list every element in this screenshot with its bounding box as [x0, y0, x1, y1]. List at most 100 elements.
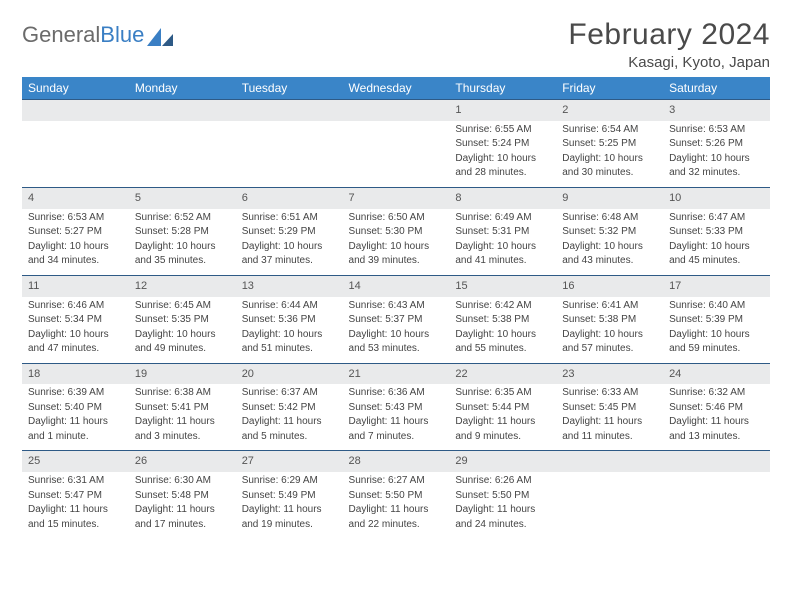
sunset-text: Sunset: 5:30 PM	[349, 225, 444, 239]
day-content-cell: Sunrise: 6:41 AMSunset: 5:38 PMDaylight:…	[556, 297, 663, 364]
day-number-cell	[343, 100, 450, 121]
day-content-cell: Sunrise: 6:43 AMSunset: 5:37 PMDaylight:…	[343, 297, 450, 364]
day-content-cell: Sunrise: 6:48 AMSunset: 5:32 PMDaylight:…	[556, 209, 663, 276]
day-number-cell: 15	[449, 275, 556, 296]
daylight-text: and 1 minute.	[28, 430, 123, 444]
day-number: 16	[562, 280, 574, 292]
day-number-cell: 18	[22, 363, 129, 384]
day-content-cell: Sunrise: 6:29 AMSunset: 5:49 PMDaylight:…	[236, 472, 343, 538]
page-header: GeneralBlue February 2024 Kasagi, Kyoto,…	[22, 18, 770, 71]
daylight-text: Daylight: 10 hours	[28, 328, 123, 342]
day-number: 15	[455, 280, 467, 292]
day-content-cell: Sunrise: 6:53 AMSunset: 5:27 PMDaylight:…	[22, 209, 129, 276]
sunrise-text: Sunrise: 6:53 AM	[28, 211, 123, 225]
sunrise-text: Sunrise: 6:42 AM	[455, 299, 550, 313]
day-number: 8	[455, 192, 461, 204]
sunrise-text: Sunrise: 6:36 AM	[349, 386, 444, 400]
sunset-text: Sunset: 5:48 PM	[135, 489, 230, 503]
day-number-cell: 19	[129, 363, 236, 384]
day-number: 7	[349, 192, 355, 204]
day-number-row: 18192021222324	[22, 363, 770, 384]
weekday-header: Tuesday	[236, 77, 343, 100]
day-number: 5	[135, 192, 141, 204]
sunrise-text: Sunrise: 6:39 AM	[28, 386, 123, 400]
sunset-text: Sunset: 5:32 PM	[562, 225, 657, 239]
day-content-cell: Sunrise: 6:36 AMSunset: 5:43 PMDaylight:…	[343, 384, 450, 451]
day-number: 6	[242, 192, 248, 204]
sunset-text: Sunset: 5:26 PM	[669, 137, 764, 151]
day-number: 10	[669, 192, 681, 204]
sunset-text: Sunset: 5:34 PM	[28, 313, 123, 327]
day-content-cell: Sunrise: 6:27 AMSunset: 5:50 PMDaylight:…	[343, 472, 450, 538]
daylight-text: and 41 minutes.	[455, 254, 550, 268]
sunset-text: Sunset: 5:37 PM	[349, 313, 444, 327]
day-number-row: 11121314151617	[22, 275, 770, 296]
day-number: 4	[28, 192, 34, 204]
day-content-cell: Sunrise: 6:35 AMSunset: 5:44 PMDaylight:…	[449, 384, 556, 451]
day-number: 18	[28, 368, 40, 380]
daylight-text: and 28 minutes.	[455, 166, 550, 180]
daylight-text: and 37 minutes.	[242, 254, 337, 268]
sunset-text: Sunset: 5:35 PM	[135, 313, 230, 327]
daylight-text: and 35 minutes.	[135, 254, 230, 268]
sunrise-text: Sunrise: 6:29 AM	[242, 474, 337, 488]
day-content-cell: Sunrise: 6:33 AMSunset: 5:45 PMDaylight:…	[556, 384, 663, 451]
sunrise-text: Sunrise: 6:37 AM	[242, 386, 337, 400]
day-content-cell	[343, 121, 450, 188]
day-content-cell: Sunrise: 6:52 AMSunset: 5:28 PMDaylight:…	[129, 209, 236, 276]
day-content-cell: Sunrise: 6:26 AMSunset: 5:50 PMDaylight:…	[449, 472, 556, 538]
sunset-text: Sunset: 5:50 PM	[349, 489, 444, 503]
daylight-text: and 39 minutes.	[349, 254, 444, 268]
daylight-text: Daylight: 10 hours	[669, 152, 764, 166]
daylight-text: Daylight: 10 hours	[562, 240, 657, 254]
logo-text-general: General	[22, 22, 100, 48]
day-number: 3	[669, 104, 675, 116]
sunrise-text: Sunrise: 6:41 AM	[562, 299, 657, 313]
sunset-text: Sunset: 5:33 PM	[669, 225, 764, 239]
sunset-text: Sunset: 5:38 PM	[455, 313, 550, 327]
daylight-text: Daylight: 10 hours	[28, 240, 123, 254]
sunrise-text: Sunrise: 6:31 AM	[28, 474, 123, 488]
day-number-row: 123	[22, 100, 770, 121]
daylight-text: and 15 minutes.	[28, 518, 123, 532]
weekday-header: Friday	[556, 77, 663, 100]
daylight-text: Daylight: 10 hours	[562, 328, 657, 342]
daylight-text: and 43 minutes.	[562, 254, 657, 268]
day-number-cell: 14	[343, 275, 450, 296]
day-content-cell: Sunrise: 6:50 AMSunset: 5:30 PMDaylight:…	[343, 209, 450, 276]
day-content-cell: Sunrise: 6:46 AMSunset: 5:34 PMDaylight:…	[22, 297, 129, 364]
daylight-text: Daylight: 11 hours	[28, 415, 123, 429]
sunrise-text: Sunrise: 6:33 AM	[562, 386, 657, 400]
sunrise-text: Sunrise: 6:46 AM	[28, 299, 123, 313]
daylight-text: and 47 minutes.	[28, 342, 123, 356]
sunrise-text: Sunrise: 6:26 AM	[455, 474, 550, 488]
day-content-row: Sunrise: 6:55 AMSunset: 5:24 PMDaylight:…	[22, 121, 770, 188]
sunrise-text: Sunrise: 6:45 AM	[135, 299, 230, 313]
sunset-text: Sunset: 5:47 PM	[28, 489, 123, 503]
sunrise-text: Sunrise: 6:53 AM	[669, 123, 764, 137]
day-number: 14	[349, 280, 361, 292]
day-content-cell	[129, 121, 236, 188]
day-content-row: Sunrise: 6:39 AMSunset: 5:40 PMDaylight:…	[22, 384, 770, 451]
day-content-cell	[22, 121, 129, 188]
day-number-cell: 20	[236, 363, 343, 384]
day-number-cell	[663, 451, 770, 472]
sunrise-text: Sunrise: 6:35 AM	[455, 386, 550, 400]
day-number-cell	[556, 451, 663, 472]
day-content-cell: Sunrise: 6:53 AMSunset: 5:26 PMDaylight:…	[663, 121, 770, 188]
day-content-row: Sunrise: 6:53 AMSunset: 5:27 PMDaylight:…	[22, 209, 770, 276]
day-content-cell: Sunrise: 6:54 AMSunset: 5:25 PMDaylight:…	[556, 121, 663, 188]
daylight-text: Daylight: 10 hours	[242, 328, 337, 342]
daylight-text: and 22 minutes.	[349, 518, 444, 532]
sunset-text: Sunset: 5:50 PM	[455, 489, 550, 503]
daylight-text: Daylight: 11 hours	[349, 503, 444, 517]
day-number-cell: 11	[22, 275, 129, 296]
day-number-cell: 2	[556, 100, 663, 121]
sunrise-text: Sunrise: 6:30 AM	[135, 474, 230, 488]
daylight-text: Daylight: 11 hours	[242, 415, 337, 429]
daylight-text: and 49 minutes.	[135, 342, 230, 356]
sunrise-text: Sunrise: 6:51 AM	[242, 211, 337, 225]
title-month: February 2024	[568, 18, 770, 52]
daylight-text: Daylight: 10 hours	[135, 328, 230, 342]
sunrise-text: Sunrise: 6:32 AM	[669, 386, 764, 400]
